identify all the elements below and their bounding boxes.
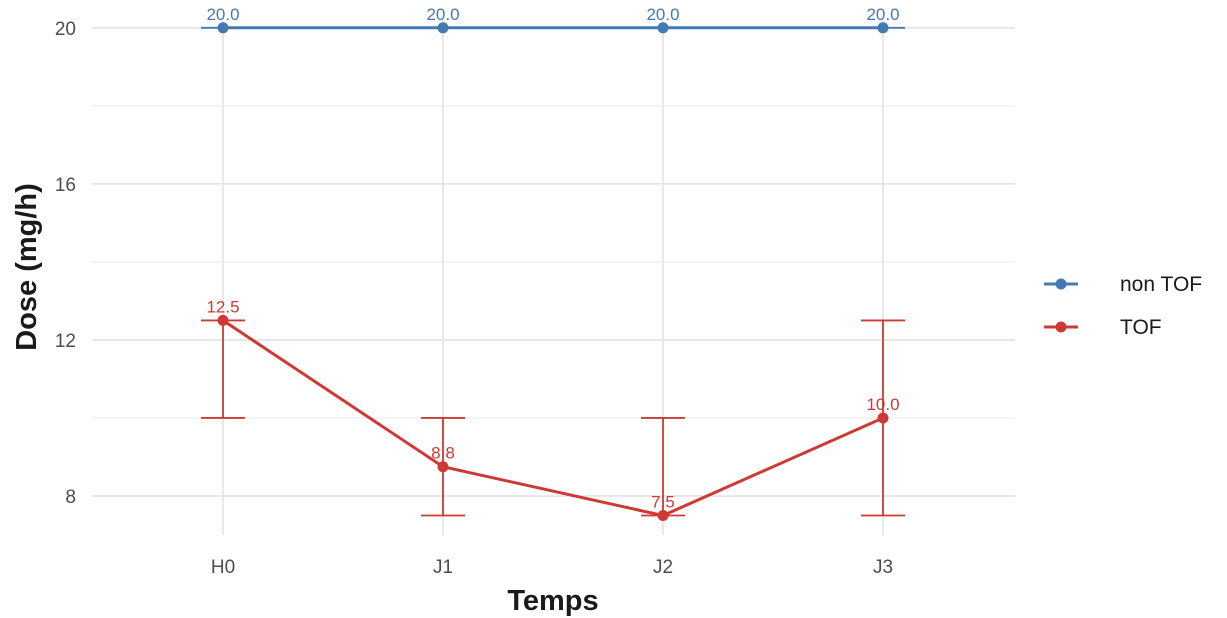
grid-lines [92,20,1015,535]
data-label: 8.8 [431,444,455,463]
y-tick-labels: 8 12 16 20 [55,19,76,508]
data-label: 12.5 [206,297,239,316]
legend-key-point [1055,321,1067,333]
y-tick-label: 16 [55,175,76,196]
legend-label: non TOF [1120,273,1202,296]
series-non-tof: 20.0 20.0 20.0 20.0 [201,5,905,34]
x-tick-labels: H0 J1 J2 J3 [211,557,893,578]
data-point [877,412,889,424]
x-tick-label: H0 [211,557,235,578]
data-label: 20.0 [426,5,459,24]
x-tick-label: J3 [873,557,893,578]
series-tof: 12.5 8.8 7.5 10.0 [201,297,905,521]
data-point [217,22,229,34]
data-label: 20.0 [206,5,239,24]
series-layer: 20.0 20.0 20.0 20.0 12.5 8.8 7.5 10.0 [201,5,905,521]
data-point [657,509,669,521]
y-tick-label: 12 [55,331,76,352]
data-point [437,461,449,473]
legend-key-point [1055,278,1067,290]
legend: non TOF TOF [1044,273,1202,339]
y-tick-label: 20 [55,19,76,40]
data-point [437,22,449,34]
x-axis-title: Temps [507,585,598,617]
x-tick-label: J2 [653,557,673,578]
data-label: 7.5 [651,492,675,511]
data-point [877,22,889,34]
data-label: 10.0 [866,395,899,414]
y-tick-label: 8 [65,487,76,508]
x-tick-label: J1 [433,557,453,578]
data-point [217,314,229,326]
y-axis-title: Dose (mg/h) [11,183,43,351]
data-label: 20.0 [646,5,679,24]
data-label: 20.0 [866,5,899,24]
data-point [657,22,669,34]
series-line [222,319,884,518]
legend-label: TOF [1120,316,1162,339]
